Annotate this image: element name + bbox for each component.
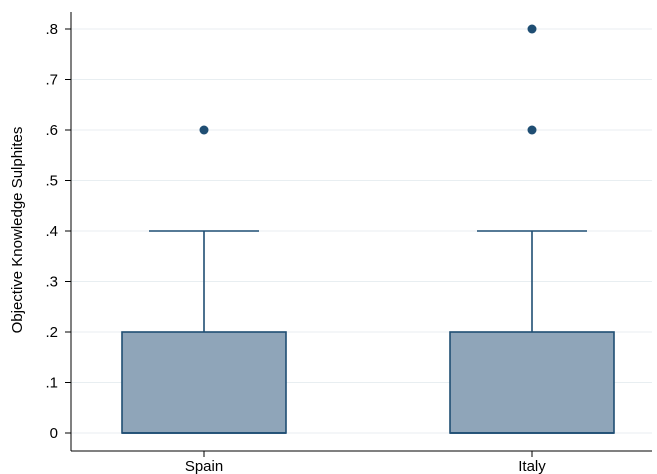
box-series bbox=[121, 24, 615, 434]
box-iqr bbox=[121, 331, 287, 434]
y-tick-label: .2 bbox=[45, 324, 58, 341]
x-tick-label: Italy bbox=[518, 458, 546, 474]
outlier-point bbox=[527, 125, 537, 135]
x-tick-label: Spain bbox=[185, 458, 223, 474]
box-italy bbox=[449, 24, 615, 434]
outlier-point bbox=[527, 24, 537, 34]
y-axis-label: Objective Knowledge Sulphites bbox=[9, 127, 26, 334]
box-iqr bbox=[449, 331, 615, 434]
y-tick-label: .8 bbox=[45, 21, 58, 38]
y-tick-label: .7 bbox=[45, 72, 58, 89]
outlier-point bbox=[199, 125, 209, 135]
y-tick-label: 0 bbox=[50, 425, 58, 442]
box-spain bbox=[121, 125, 287, 434]
y-tick-label: .1 bbox=[45, 375, 58, 392]
y-tick-label: .3 bbox=[45, 274, 58, 291]
y-axis-ticks: 0 .1 .2 .3 .4 .5 .6 .7 .8 bbox=[45, 21, 71, 442]
x-axis-ticks: Spain Italy bbox=[185, 451, 546, 474]
y-tick-label: .6 bbox=[45, 122, 58, 139]
y-tick-label: .5 bbox=[45, 173, 58, 190]
y-tick-label: .4 bbox=[45, 223, 58, 240]
